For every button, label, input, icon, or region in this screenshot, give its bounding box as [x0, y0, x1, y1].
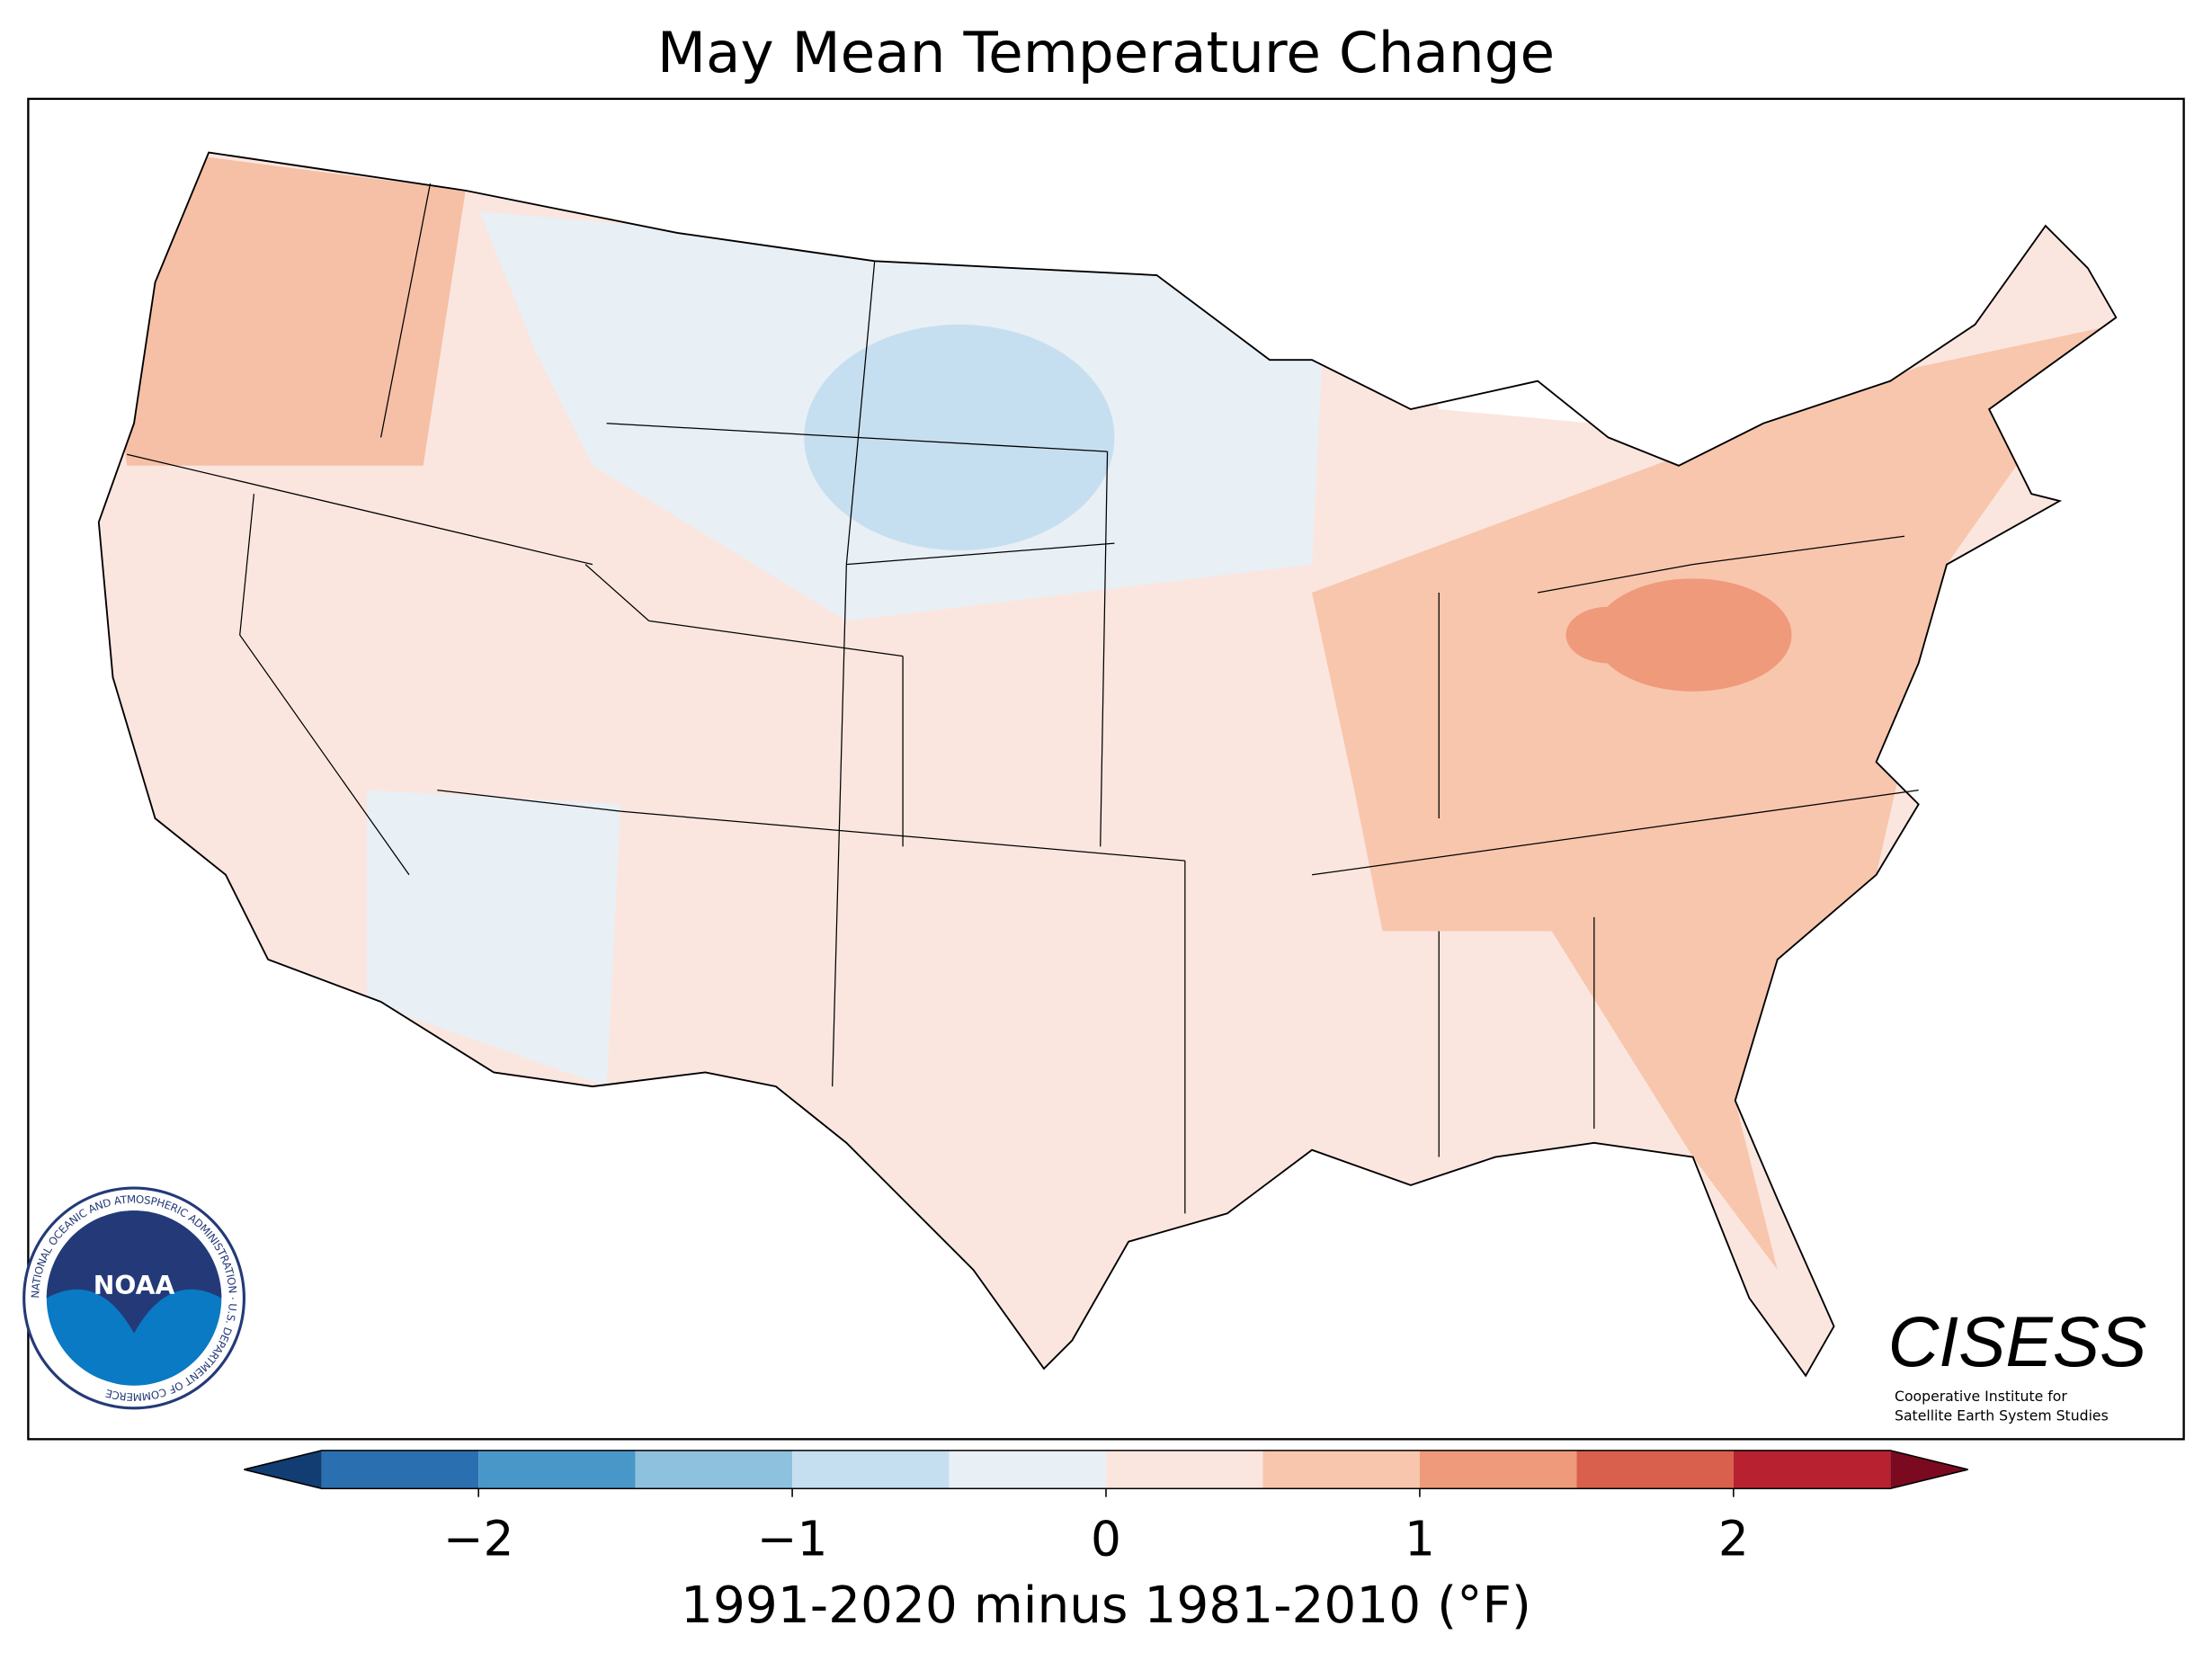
colorbar-tick-label: 0	[1091, 1511, 1121, 1567]
cisess-line: Satellite Earth System Studies	[1895, 1407, 2109, 1424]
colorbar-outline	[244, 1450, 1968, 1490]
noaa-logo: NOAA NATIONAL OCEANIC AND ATMOSPHERIC AD…	[22, 1186, 245, 1410]
colorbar-label: 1991-2020 minus 1981-2010 (°F)	[681, 1576, 1531, 1635]
cisess-line: Cooperative Institute for	[1895, 1388, 2067, 1405]
colorbar-segment	[635, 1450, 793, 1489]
colorbar-tick-label: −1	[757, 1511, 828, 1567]
colorbar-segment	[321, 1450, 479, 1489]
colorbar-extend-high	[1890, 1450, 1968, 1489]
colorbar-segment	[478, 1450, 636, 1489]
title: May Mean Temperature Change	[657, 20, 1555, 85]
colorbar-segment	[1419, 1450, 1577, 1489]
colorbar-segment	[792, 1450, 950, 1489]
colorbar-segment	[1733, 1450, 1891, 1489]
colorbar-tick-label: −2	[443, 1511, 514, 1567]
colorbar-segment	[1576, 1450, 1734, 1489]
colorbar: −2 −1 0 1 2	[244, 1450, 1968, 1567]
noaa-text: NOAA	[94, 1271, 175, 1300]
colorbar-segment	[1106, 1450, 1263, 1489]
cisess-logo: CISESS	[1888, 1302, 2147, 1381]
colorbar-segment	[1262, 1450, 1420, 1489]
colorbar-tick-label: 1	[1405, 1511, 1435, 1567]
colorbar-extend-low	[244, 1450, 322, 1489]
colorbar-tick-label: 2	[1718, 1511, 1749, 1567]
colorbar-segment	[949, 1450, 1106, 1489]
state-borders	[127, 183, 1919, 1214]
